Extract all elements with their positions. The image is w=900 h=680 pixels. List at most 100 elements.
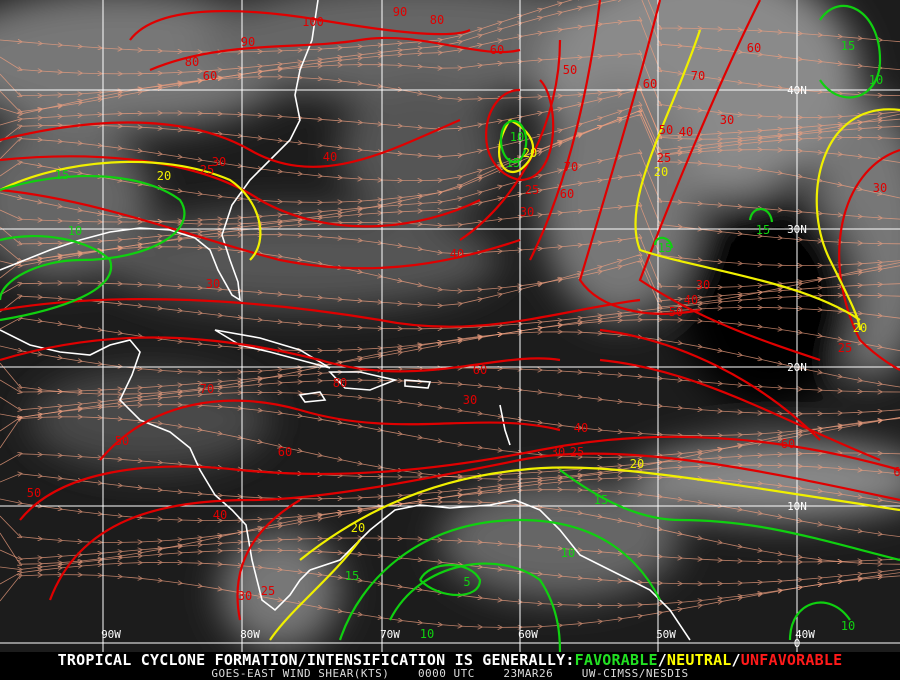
contour-label: 40	[679, 125, 693, 139]
longitude-label: 40W	[795, 628, 815, 641]
contour-label: 10	[68, 224, 82, 238]
shear-contour-line	[578, 0, 701, 315]
shear-contour-line	[129, 9, 471, 41]
longitude-label: 90W	[101, 628, 121, 641]
contour-label: 50	[659, 123, 673, 137]
contour-label: 10	[561, 546, 575, 560]
longitude-label: 60W	[518, 628, 538, 641]
shear-contour-line	[269, 539, 361, 641]
product-time: 0000 UTC	[417, 667, 475, 680]
contour-label: 30	[212, 155, 226, 169]
legend-unfavorable: UNFAVORABLE	[740, 651, 843, 669]
contour-label: 10	[869, 73, 883, 87]
contour-label: 60	[781, 437, 795, 451]
contour-label: 50	[669, 305, 683, 319]
contour-label: 60	[747, 41, 761, 55]
latitude-label: 20N	[787, 361, 807, 374]
contour-label: 30	[551, 445, 565, 459]
shear-contour-line	[748, 207, 774, 223]
contour-label: 60	[473, 363, 487, 377]
latitude-label: 0	[794, 637, 801, 650]
contour-label: 70	[564, 160, 578, 174]
contour-label: 50	[27, 486, 41, 500]
contour-label: 25	[261, 584, 275, 598]
legend-separator: /	[731, 651, 741, 669]
shear-contour-line	[815, 108, 900, 331]
contour-label: 25	[657, 151, 671, 165]
shear-contour-line	[498, 119, 535, 173]
shear-contours	[0, 0, 900, 653]
contour-label: 5	[463, 575, 470, 589]
contour-label: 50	[563, 63, 577, 77]
contour-label: 30	[238, 589, 252, 603]
shear-contour-line	[485, 79, 555, 182]
longitude-label: 50W	[656, 628, 676, 641]
contour-label: 40	[323, 150, 337, 164]
contour-label: 25	[525, 183, 539, 197]
contour-label: 60	[490, 43, 504, 57]
contour-label: 100	[302, 15, 324, 29]
shear-contour-line	[99, 399, 561, 461]
contour-label: 10	[420, 627, 434, 641]
shear-contour-line	[638, 0, 821, 362]
contour-label: 20	[654, 165, 668, 179]
footer-caption: TROPICAL CYCLONE FORMATION/INTENSIFICATI…	[0, 652, 900, 680]
shear-contour-line	[338, 518, 661, 641]
shear-contour-line	[0, 234, 113, 322]
shear-contour-line	[838, 148, 900, 371]
contour-label: 20	[523, 146, 537, 160]
favorability-legend: TROPICAL CYCLONE FORMATION/INTENSIFICATI…	[0, 652, 900, 668]
shear-contour-line	[500, 119, 528, 164]
shear-contour-line	[653, 236, 674, 249]
contour-label: 20	[351, 521, 365, 535]
product-date: 23MAR26	[503, 667, 554, 680]
shear-contour-line	[149, 36, 521, 72]
shear-contour-line	[0, 188, 521, 270]
contour-label: 80	[185, 55, 199, 69]
contour-label: 90	[393, 5, 407, 19]
legend-favorable: FAVORABLE	[574, 651, 658, 669]
legend-neutral: NEUTRAL	[666, 651, 732, 669]
longitude-label: 80W	[240, 628, 260, 641]
contour-label: 15	[55, 168, 69, 182]
contour-label: 10	[841, 619, 855, 633]
contour-label: 40	[450, 247, 464, 261]
contour-label: 25	[200, 163, 214, 177]
shear-contour-line	[819, 4, 882, 99]
contour-label: 30	[873, 181, 887, 195]
contour-label: 6	[893, 465, 900, 479]
contour-label: 30	[520, 205, 534, 219]
shear-contour-line	[788, 601, 851, 641]
contour-label: 15	[594, 493, 608, 507]
contour-label: 60	[278, 445, 292, 459]
product-info: GOES-EAST WIND SHEAR(KTS) 0000 UTC 23MAR…	[0, 668, 900, 680]
contour-label: 15	[841, 39, 855, 53]
product-name: GOES-EAST WIND SHEAR(KTS)	[211, 667, 390, 680]
product-source: UW-CIMSS/NESDIS	[581, 667, 689, 680]
shear-contour-line	[419, 563, 482, 597]
shear-contour-line	[0, 298, 641, 328]
legend-separator: /	[657, 651, 667, 669]
contour-label: 70	[200, 382, 214, 396]
shear-contour-line	[634, 29, 861, 321]
contour-label: 15	[756, 223, 770, 237]
contour-label: 30	[206, 277, 220, 291]
shear-contour-line	[599, 358, 881, 462]
contour-label: 15	[658, 241, 672, 255]
shear-contour-line	[0, 155, 481, 228]
shear-contour-line	[0, 118, 461, 168]
shear-contour-line	[559, 469, 900, 562]
contour-label: 15	[506, 156, 520, 170]
contour-label: 25	[838, 341, 852, 355]
contour-label: 40	[574, 421, 588, 435]
shear-contour-line	[0, 160, 262, 261]
contour-label: 80	[333, 376, 347, 390]
contour-label: 20	[853, 321, 867, 335]
contour-label: 90	[241, 35, 255, 49]
contour-label: 15	[345, 569, 359, 583]
shear-contour-line	[599, 328, 821, 441]
legend-prefix: TROPICAL CYCLONE FORMATION/INTENSIFICATI…	[57, 651, 575, 669]
longitude-label: 70W	[380, 628, 400, 641]
